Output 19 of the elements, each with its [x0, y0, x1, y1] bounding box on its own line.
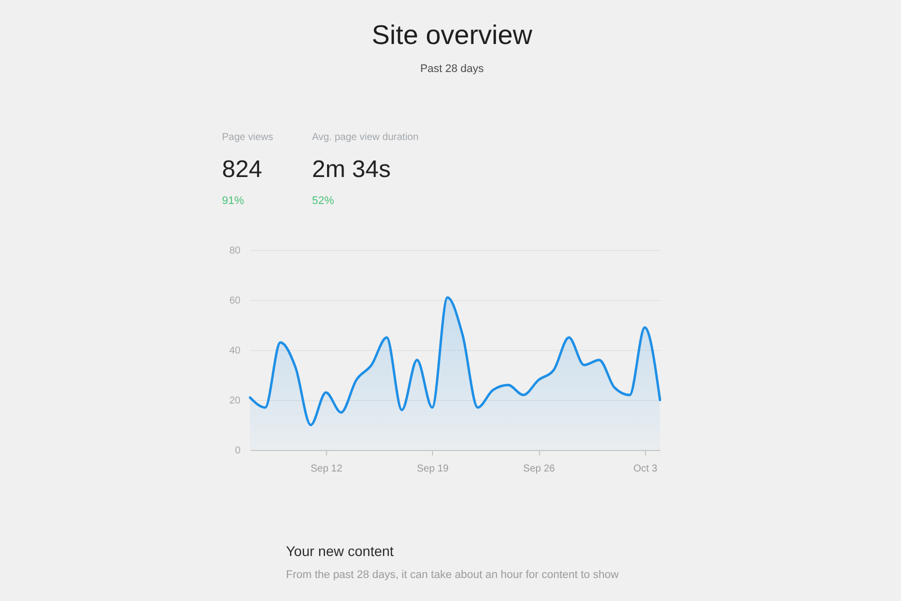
y-tick-label: 0	[234, 446, 241, 456]
text: From the past 28 days, it can take about an hour for content to show	[286, 569, 619, 581]
text: 52%	[312, 195, 334, 207]
x-tick-label: Oct 3	[633, 464, 658, 474]
text: Your new content	[286, 543, 394, 559]
text: 91%	[222, 195, 244, 207]
text: 2m 34s	[312, 156, 391, 183]
text: Avg. page view duration	[312, 132, 419, 143]
chart-title: Site overview	[372, 20, 533, 50]
x-tick-label: Sep 19	[416, 464, 450, 474]
text: 824	[222, 156, 262, 183]
text: Page views	[222, 132, 274, 143]
y-tick-label: 20	[229, 396, 241, 406]
x-tick-label: Sep 12	[310, 464, 343, 474]
y-tick-label: 80	[229, 246, 241, 256]
chart-subtitle: Past 28 days	[420, 63, 484, 75]
y-tick-label: 60	[229, 296, 241, 306]
y-tick-label: 40	[229, 346, 241, 356]
x-tick-label: Sep 26	[523, 464, 556, 474]
